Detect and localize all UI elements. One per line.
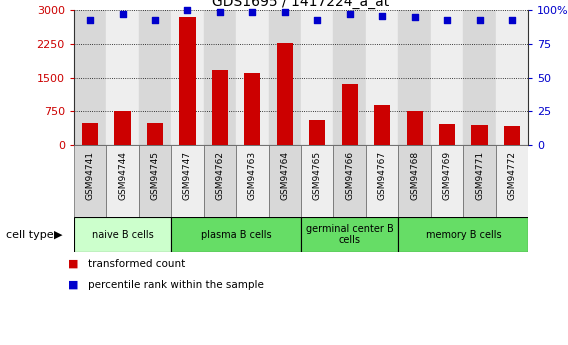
Bar bbox=[496, 10, 528, 145]
Bar bbox=[366, 10, 398, 145]
Bar bbox=[431, 145, 463, 217]
Point bbox=[475, 17, 484, 22]
Bar bbox=[374, 105, 390, 145]
Bar bbox=[204, 145, 236, 217]
Bar bbox=[139, 10, 171, 145]
Bar bbox=[439, 124, 455, 145]
Text: GSM94764: GSM94764 bbox=[281, 151, 289, 200]
Text: transformed count: transformed count bbox=[88, 259, 185, 269]
Bar bbox=[333, 10, 366, 145]
Text: GSM94745: GSM94745 bbox=[151, 151, 160, 200]
Text: ▶: ▶ bbox=[54, 230, 62, 239]
Point bbox=[118, 12, 127, 17]
Text: GSM94762: GSM94762 bbox=[215, 151, 224, 200]
Bar bbox=[179, 17, 195, 145]
Text: GSM94763: GSM94763 bbox=[248, 151, 257, 200]
Bar bbox=[333, 145, 366, 217]
Bar bbox=[277, 43, 293, 145]
Bar bbox=[398, 10, 431, 145]
Text: percentile rank within the sample: percentile rank within the sample bbox=[88, 280, 264, 290]
Bar bbox=[114, 111, 131, 145]
Point bbox=[248, 9, 257, 14]
Point bbox=[442, 17, 452, 22]
Bar bbox=[269, 10, 301, 145]
Text: GSM94741: GSM94741 bbox=[86, 151, 94, 200]
Bar bbox=[171, 217, 301, 252]
Text: cell type: cell type bbox=[6, 230, 53, 239]
Text: ■: ■ bbox=[68, 280, 82, 290]
Bar bbox=[244, 73, 261, 145]
Bar bbox=[463, 10, 496, 145]
Text: memory B cells: memory B cells bbox=[425, 230, 501, 239]
Text: ■: ■ bbox=[68, 259, 82, 269]
Bar bbox=[301, 217, 398, 252]
Point bbox=[378, 13, 387, 19]
Text: germinal center B
cells: germinal center B cells bbox=[306, 224, 394, 245]
Point bbox=[280, 9, 289, 14]
Text: plasma B cells: plasma B cells bbox=[201, 230, 272, 239]
Bar bbox=[301, 145, 333, 217]
Point bbox=[183, 8, 192, 13]
Bar bbox=[341, 85, 358, 145]
Bar bbox=[269, 145, 301, 217]
Bar bbox=[309, 120, 325, 145]
Bar bbox=[171, 145, 204, 217]
Bar bbox=[504, 126, 520, 145]
Text: GSM94771: GSM94771 bbox=[475, 151, 484, 200]
Bar bbox=[366, 145, 398, 217]
Bar bbox=[147, 124, 163, 145]
Bar bbox=[463, 145, 496, 217]
Point bbox=[86, 17, 95, 22]
Point bbox=[507, 17, 516, 22]
Bar bbox=[106, 145, 139, 217]
Bar bbox=[139, 145, 171, 217]
Bar bbox=[236, 145, 269, 217]
Point bbox=[410, 14, 419, 20]
Text: GSM94772: GSM94772 bbox=[508, 151, 516, 200]
Text: GSM94767: GSM94767 bbox=[378, 151, 387, 200]
Bar bbox=[82, 124, 98, 145]
Point bbox=[215, 9, 224, 14]
Point bbox=[151, 17, 160, 22]
Bar bbox=[496, 145, 528, 217]
Bar bbox=[106, 10, 139, 145]
Bar bbox=[398, 145, 431, 217]
Point bbox=[345, 12, 354, 17]
Bar bbox=[204, 10, 236, 145]
Text: GSM94744: GSM94744 bbox=[118, 151, 127, 199]
Bar bbox=[398, 217, 528, 252]
Bar bbox=[236, 10, 269, 145]
Point bbox=[313, 17, 322, 22]
Bar bbox=[471, 125, 488, 145]
Text: naive B cells: naive B cells bbox=[91, 230, 153, 239]
Bar bbox=[74, 10, 106, 145]
Text: GSM94768: GSM94768 bbox=[410, 151, 419, 200]
Bar bbox=[212, 70, 228, 145]
Bar bbox=[407, 111, 423, 145]
Title: GDS1695 / 1417224_a_at: GDS1695 / 1417224_a_at bbox=[212, 0, 390, 9]
Text: GSM94769: GSM94769 bbox=[442, 151, 452, 200]
Text: GSM94747: GSM94747 bbox=[183, 151, 192, 200]
Text: GSM94766: GSM94766 bbox=[345, 151, 354, 200]
Text: GSM94765: GSM94765 bbox=[313, 151, 321, 200]
Bar bbox=[74, 145, 106, 217]
Bar bbox=[431, 10, 463, 145]
Bar bbox=[74, 217, 171, 252]
Bar bbox=[301, 10, 333, 145]
Bar bbox=[171, 10, 204, 145]
